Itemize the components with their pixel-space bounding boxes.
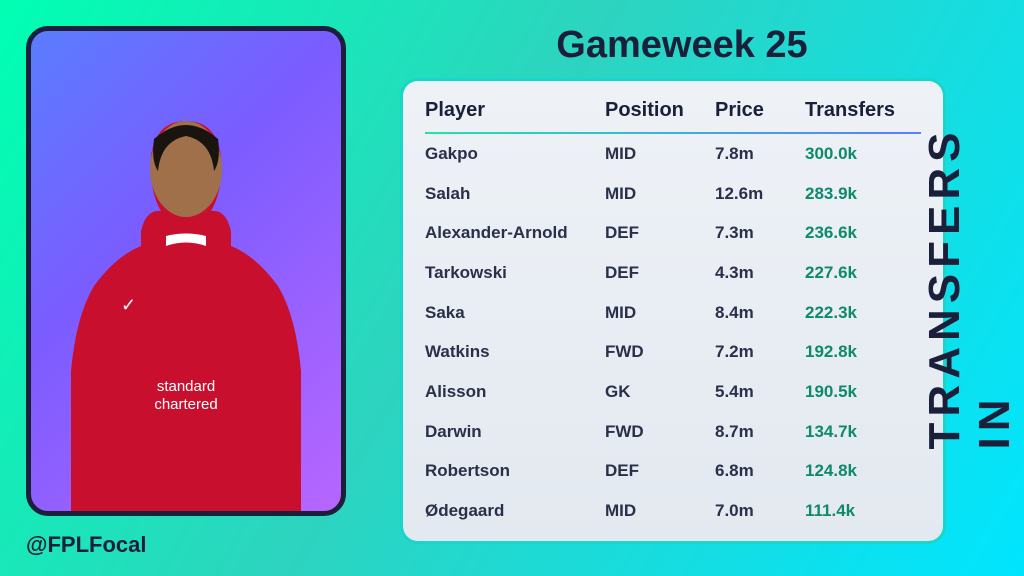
table-row: Tarkowski DEF 4.3m 227.6k	[425, 263, 921, 283]
table-row: Saka MID 8.4m 222.3k	[425, 303, 921, 323]
col-position: Position	[605, 99, 715, 122]
table-row: Watkins FWD 7.2m 192.8k	[425, 342, 921, 362]
cell-player: Salah	[425, 184, 605, 204]
cell-position: FWD	[605, 422, 715, 442]
cell-transfers: 236.6k	[805, 223, 925, 243]
cell-transfers: 227.6k	[805, 263, 925, 283]
cell-player: Robertson	[425, 461, 605, 481]
col-transfers: Transfers	[805, 99, 925, 122]
svg-text:chartered: chartered	[154, 396, 217, 413]
cell-position: MID	[605, 144, 715, 164]
cell-price: 6.8m	[715, 461, 805, 481]
svg-text:✓: ✓	[121, 295, 136, 315]
cell-player: Ødegaard	[425, 501, 605, 521]
cell-transfers: 190.5k	[805, 382, 925, 402]
col-price: Price	[715, 99, 805, 122]
table-body: Gakpo MID 7.8m 300.0k Salah MID 12.6m 28…	[425, 134, 921, 531]
cell-price: 7.2m	[715, 342, 805, 362]
table-row: Ødegaard MID 7.0m 111.4k	[425, 501, 921, 521]
table-row: Salah MID 12.6m 283.9k	[425, 184, 921, 204]
player-photo-card: ✓ standard chartered	[26, 26, 346, 516]
cell-transfers: 283.9k	[805, 184, 925, 204]
cell-position: GK	[605, 382, 715, 402]
cell-position: DEF	[605, 461, 715, 481]
cell-transfers: 111.4k	[805, 501, 925, 521]
social-handle: @FPLFocal	[26, 532, 146, 558]
cell-player: Gakpo	[425, 144, 605, 164]
cell-transfers: 124.8k	[805, 461, 925, 481]
cell-player: Saka	[425, 303, 605, 323]
player-silhouette: ✓ standard chartered	[46, 91, 326, 511]
cell-position: MID	[605, 303, 715, 323]
cell-transfers: 300.0k	[805, 144, 925, 164]
cell-position: MID	[605, 184, 715, 204]
table-row: Robertson DEF 6.8m 124.8k	[425, 461, 921, 481]
cell-price: 12.6m	[715, 184, 805, 204]
svg-text:standard: standard	[157, 378, 215, 395]
cell-position: DEF	[605, 223, 715, 243]
cell-player: Alexander-Arnold	[425, 223, 605, 243]
table-row: Alexander-Arnold DEF 7.3m 236.6k	[425, 223, 921, 243]
cell-price: 5.4m	[715, 382, 805, 402]
table-row: Gakpo MID 7.8m 300.0k	[425, 144, 921, 164]
cell-price: 7.3m	[715, 223, 805, 243]
cell-transfers: 192.8k	[805, 342, 925, 362]
cell-position: MID	[605, 501, 715, 521]
cell-player: Watkins	[425, 342, 605, 362]
cell-price: 8.4m	[715, 303, 805, 323]
table-row: Darwin FWD 8.7m 134.7k	[425, 422, 921, 442]
cell-player: Tarkowski	[425, 263, 605, 283]
cell-player: Darwin	[425, 422, 605, 442]
cell-price: 7.8m	[715, 144, 805, 164]
cell-player: Alisson	[425, 382, 605, 402]
page-title: Gameweek 25	[420, 24, 944, 67]
col-player: Player	[425, 99, 605, 122]
cell-position: FWD	[605, 342, 715, 362]
side-label: TRANSFERS IN	[920, 127, 1020, 450]
table-row: Alisson GK 5.4m 190.5k	[425, 382, 921, 402]
cell-price: 8.7m	[715, 422, 805, 442]
cell-position: DEF	[605, 263, 715, 283]
table-header: Player Position Price Transfers	[425, 95, 921, 134]
cell-price: 4.3m	[715, 263, 805, 283]
cell-transfers: 222.3k	[805, 303, 925, 323]
cell-price: 7.0m	[715, 501, 805, 521]
transfers-table: Player Position Price Transfers Gakpo MI…	[400, 78, 946, 544]
cell-transfers: 134.7k	[805, 422, 925, 442]
